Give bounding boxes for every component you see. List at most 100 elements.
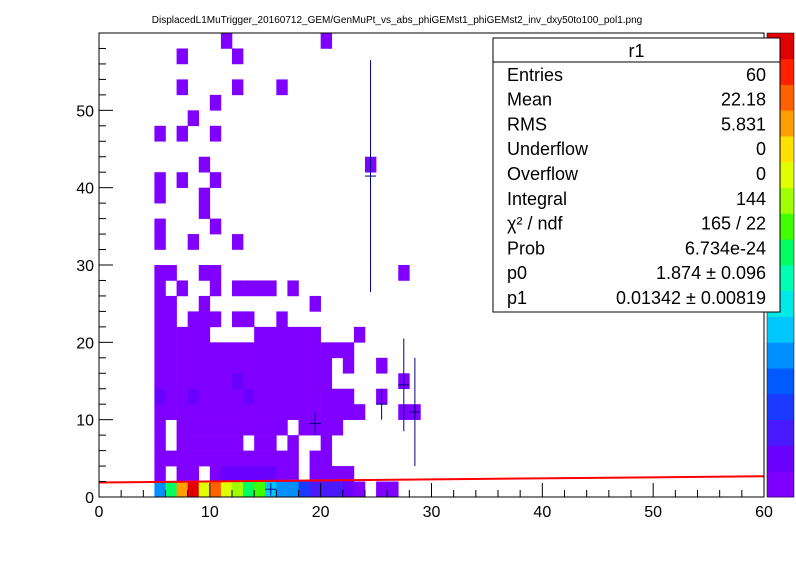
heatmap-cell (154, 172, 166, 188)
heatmap-cell (198, 203, 211, 219)
heatmap-cell (220, 388, 233, 405)
heatmap-cell (176, 388, 188, 405)
palette-swatch (767, 342, 794, 369)
heatmap-cell (276, 342, 288, 359)
heatmap-cell (243, 481, 255, 498)
heatmap-cell (342, 342, 355, 359)
y-tick-label: 0 (85, 490, 94, 507)
heatmap-cell (309, 357, 321, 374)
heatmap-cell (243, 357, 255, 374)
heatmap-cell (154, 187, 166, 204)
heatmap-cell (287, 342, 299, 359)
heatmap-cell (342, 481, 355, 498)
stats-value: 60 (746, 65, 766, 85)
heatmap-cell (387, 481, 399, 498)
heatmap-cell (265, 373, 277, 390)
heatmap-cell (265, 435, 277, 451)
heatmap-cell (198, 311, 211, 328)
heatmap-cell (331, 466, 344, 482)
stats-box: r1 Entries 60 Mean 22.18 RMS 5.831 Underflow 0 Ov… (492, 37, 781, 313)
heatmap-cell (320, 373, 333, 390)
heatmap-cell (209, 172, 222, 188)
heatmap-cell (232, 79, 244, 96)
heatmap-cell (209, 419, 222, 436)
stats-label: p0 (507, 263, 527, 283)
heatmap-cell (176, 450, 188, 467)
heatmap-cell (198, 373, 211, 390)
profile-point (265, 483, 277, 496)
fit-line (98, 475, 765, 484)
heatmap-cell (165, 450, 177, 467)
heatmap-cell (232, 280, 244, 297)
heatmap-cell (187, 388, 200, 405)
stats-label: Overflow (507, 164, 579, 184)
heatmap-cell (254, 481, 266, 498)
heatmap-cell (176, 435, 188, 451)
heatmap-cell (220, 419, 233, 436)
heatmap-cell (320, 466, 333, 482)
heatmap-cell (154, 404, 166, 420)
heatmap-cell (232, 435, 244, 451)
heatmap-cell (254, 357, 266, 374)
y-tick-label: 20 (76, 335, 94, 352)
heatmap-cell (154, 357, 166, 374)
heatmap-cell (276, 481, 288, 498)
heatmap-cell (187, 466, 200, 482)
profile-point (365, 60, 377, 293)
heatmap-cell (232, 48, 244, 65)
stats-header: r1 (628, 41, 644, 61)
heatmap-cell (265, 388, 277, 405)
x-tick-label: 10 (201, 504, 219, 521)
heatmap-cell (198, 388, 211, 405)
heatmap-cell (320, 435, 333, 451)
heatmap-cell (154, 466, 166, 482)
heatmap-cell (320, 419, 333, 436)
heatmap-cell (298, 388, 310, 405)
heatmap-cell (176, 48, 188, 65)
heatmap-cell (309, 481, 321, 498)
heatmap-cell (376, 357, 388, 374)
heatmap-cell (276, 450, 288, 467)
heatmap-cell (165, 373, 177, 390)
stats-label: Prob (507, 238, 545, 258)
heatmap-cell (243, 419, 255, 436)
heatmap-cell (342, 466, 355, 482)
heatmap-cell (209, 481, 222, 498)
heatmap-cell (309, 295, 321, 312)
heatmap-cell (342, 404, 355, 420)
heatmap-cell (309, 373, 321, 390)
heatmap-cell (165, 342, 177, 359)
stats-label: Mean (507, 90, 552, 110)
palette-swatch (767, 316, 794, 343)
heatmap-cell (187, 342, 200, 359)
heatmap-cell (187, 450, 200, 467)
heatmap-cell (320, 481, 333, 498)
heatmap-cell (331, 342, 344, 359)
heatmap-cell (309, 326, 321, 343)
heatmap-cell (265, 419, 277, 436)
heatmap-cell (265, 326, 277, 343)
heatmap-cell (232, 234, 244, 250)
heatmap-cell (187, 311, 200, 328)
heatmap-cell (254, 419, 266, 436)
heatmap-cell (209, 466, 222, 482)
heatmap-cell (276, 79, 288, 96)
heatmap-cell (276, 357, 288, 374)
heatmap-cell (298, 326, 310, 343)
heatmap-cell (220, 404, 233, 420)
palette-swatch (767, 445, 794, 472)
heatmap-cell (331, 404, 344, 420)
heatmap-cell (209, 218, 222, 235)
stats-value: 144 (736, 189, 766, 209)
stats-label: p1 (507, 288, 527, 308)
heatmap-cell (154, 342, 166, 359)
stats-box-frame (492, 37, 781, 313)
heatmap-cell (276, 419, 288, 436)
heatmap-cell (320, 450, 333, 467)
heatmap-cell (198, 450, 211, 467)
palette-swatch (767, 419, 794, 446)
heatmap-cell (254, 373, 266, 390)
heatmap-cell (198, 435, 211, 451)
heatmap-cell (243, 280, 255, 297)
heatmap-cell (320, 357, 333, 374)
